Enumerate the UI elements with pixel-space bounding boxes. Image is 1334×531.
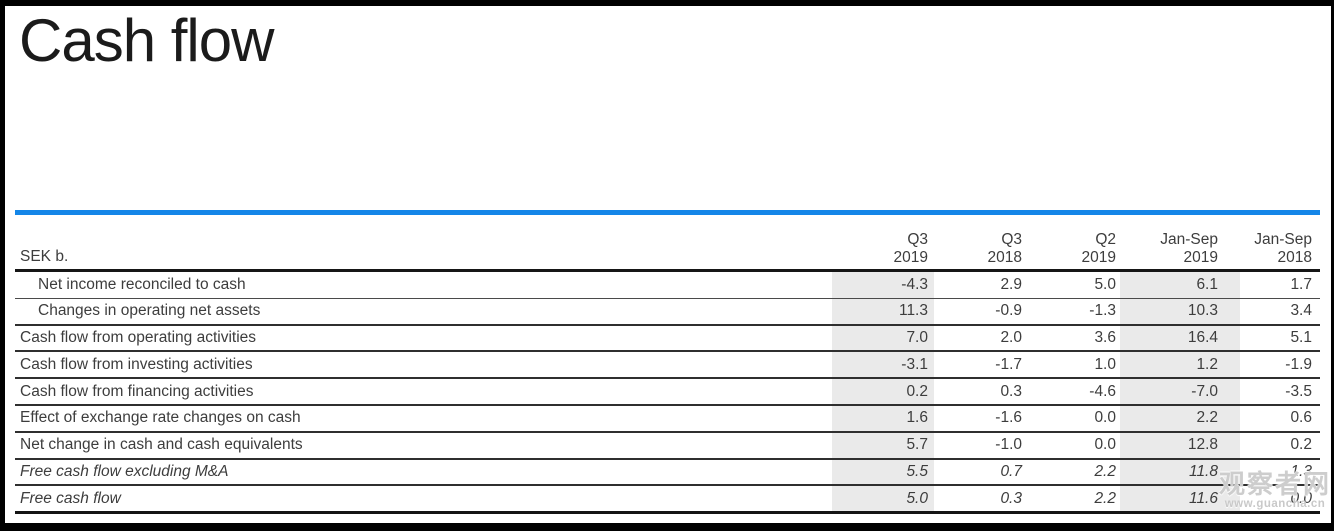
frame-border-bottom <box>0 523 1334 531</box>
cell-value: 11.6 <box>1120 486 1240 511</box>
table-body: Net income reconciled to cash -4.3 2.9 5.0 6… <box>15 272 1320 514</box>
cell-value: 2.2 <box>1120 405 1240 431</box>
cell-value: 11.8 <box>1120 459 1240 485</box>
watermark-site-name: 观察者网 <box>1218 469 1331 499</box>
cell-value: 5.5 <box>832 459 934 485</box>
column-header-period: Jan-Sep <box>1254 231 1312 248</box>
cell-value: 2.9 <box>1000 275 1022 293</box>
cell-value: 2.2 <box>1094 489 1116 507</box>
cell-value: 0.3 <box>1000 489 1022 507</box>
cell-value: 16.4 <box>1120 325 1240 351</box>
column-header-jansep-2019: Jan-Sep 2019 <box>1120 215 1240 269</box>
cell-value: 3.4 <box>1290 302 1312 320</box>
table-row: Cash flow from financing activities 0.2 0.… <box>15 379 1320 406</box>
cell-value: 0.3 <box>1000 382 1022 400</box>
cell-value: -1.7 <box>995 355 1022 373</box>
row-label: Cash flow from operating activities <box>20 328 257 346</box>
cell-value: 5.0 <box>832 486 934 511</box>
cell-value: 1.0 <box>1094 355 1116 373</box>
column-header-q3-2019: Q3 2019 <box>832 215 934 269</box>
row-label: Net income reconciled to cash <box>38 275 246 293</box>
cell-value: 0.2 <box>832 379 934 404</box>
cell-value: 5.0 <box>1094 275 1116 293</box>
row-label: Free cash flow excluding M&A <box>20 462 229 480</box>
cell-value: 1.6 <box>832 405 934 431</box>
cell-value: 0.6 <box>1290 409 1312 427</box>
row-label: Free cash flow <box>20 489 121 507</box>
cell-value: -1.6 <box>995 409 1022 427</box>
column-header-period: Q2 <box>1095 231 1116 248</box>
row-label: Cash flow from financing activities <box>20 382 254 400</box>
cash-flow-table: SEK b. Q3 2019 Q3 2018 Q2 2019 Jan-Sep 2… <box>15 210 1320 514</box>
cell-value: 7.0 <box>832 325 934 351</box>
cell-value: -3.5 <box>1285 382 1312 400</box>
cell-value: 0.2 <box>1290 436 1312 454</box>
column-header-year: 2019 <box>1081 248 1116 266</box>
frame-border-left <box>0 0 5 531</box>
row-label: Effect of exchange rate changes on cash <box>20 409 301 427</box>
table-row: Free cash flow 5.0 0.3 2.2 11.6 0.0 <box>15 486 1320 514</box>
cell-value: 1.2 <box>1120 352 1240 378</box>
table-row: Effect of exchange rate changes on cash 1… <box>15 405 1320 433</box>
cell-value: 1.3 <box>1290 462 1312 480</box>
table-row: Changes in operating net assets 11.3 -0.9 -… <box>15 298 1320 326</box>
cell-value: 0.7 <box>1000 462 1022 480</box>
cell-value: 0.0 <box>1290 489 1312 507</box>
cell-value: 2.2 <box>1094 462 1116 480</box>
column-header-q2-2019: Q2 2019 <box>1028 215 1120 269</box>
cell-value: 6.1 <box>1120 272 1240 298</box>
cell-value: 0.0 <box>1094 436 1116 454</box>
cell-value: -3.1 <box>832 352 934 378</box>
cell-value: 2.0 <box>1000 328 1022 346</box>
table-row: Free cash flow excluding M&A 5.5 0.7 2.2 11.… <box>15 459 1320 487</box>
cell-value: 5.1 <box>1290 328 1312 346</box>
cell-value: 12.8 <box>1120 432 1240 458</box>
cell-value: 5.7 <box>832 432 934 458</box>
cell-value: -7.0 <box>1120 379 1240 404</box>
column-header-jansep-2018: Jan-Sep 2018 <box>1240 215 1320 269</box>
cell-value: -4.6 <box>1089 382 1116 400</box>
cell-value: -0.9 <box>995 302 1022 320</box>
column-header-period: Q3 <box>1001 231 1022 248</box>
column-header-period: Q3 <box>907 231 928 248</box>
cell-value: 11.3 <box>832 298 934 324</box>
column-header-year: 2018 <box>1277 248 1312 266</box>
unit-label: SEK b. <box>20 248 69 265</box>
column-header-year: 2018 <box>987 248 1022 266</box>
cell-value: 1.7 <box>1290 275 1312 293</box>
cell-value: -1.9 <box>1285 355 1312 373</box>
cell-value: 0.0 <box>1094 409 1116 427</box>
column-header-year: 2019 <box>1183 248 1218 266</box>
cell-value: -1.3 <box>1089 302 1116 320</box>
table-row: Net income reconciled to cash -4.3 2.9 5.0 6… <box>15 272 1320 299</box>
table-row: Cash flow from operating activities 7.0 2.… <box>15 325 1320 353</box>
row-label: Cash flow from investing activities <box>20 355 253 373</box>
cell-value: -4.3 <box>832 272 934 298</box>
column-header-q3-2018: Q3 2018 <box>934 215 1028 269</box>
cell-value: 10.3 <box>1120 298 1240 324</box>
page-title: Cash flow <box>19 7 274 74</box>
frame-border-right <box>1331 0 1334 531</box>
column-header-period: Jan-Sep <box>1160 231 1218 248</box>
column-header-year: 2019 <box>893 248 928 266</box>
row-label: Net change in cash and cash equivalents <box>20 436 303 454</box>
watermark: 观察者网 www.guancha.cn <box>1216 470 1334 510</box>
table-row: Cash flow from investing activities -3.1 -… <box>15 352 1320 380</box>
watermark-site-url: www.guancha.cn <box>1224 498 1326 510</box>
table-row: Net change in cash and cash equivalents 5… <box>15 432 1320 460</box>
cell-value: -1.0 <box>995 436 1022 454</box>
row-label: Changes in operating net assets <box>38 302 261 320</box>
cell-value: 3.6 <box>1094 328 1116 346</box>
table-accent-line <box>15 210 1320 215</box>
table-header-row: SEK b. Q3 2019 Q3 2018 Q2 2019 Jan-Sep 2… <box>15 215 1320 272</box>
frame-border-top <box>0 0 1334 6</box>
